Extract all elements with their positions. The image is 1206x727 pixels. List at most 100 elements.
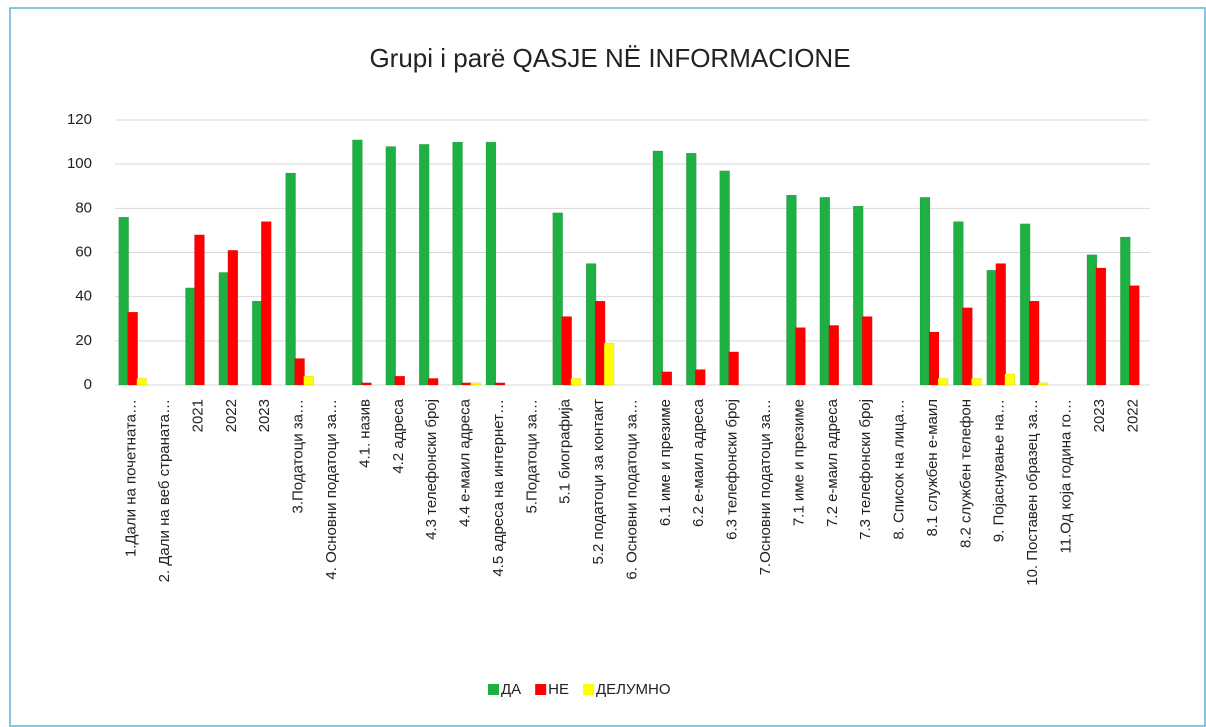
bar (603, 342, 615, 386)
x-tick-label: 2. Дали на веб страната… (156, 399, 173, 582)
legend-swatch (583, 684, 595, 695)
bar (352, 139, 363, 386)
x-tick-label: 11.Од која година го… (1058, 399, 1075, 553)
bar (652, 150, 664, 386)
x-tick-label: 10. Поставен образец за… (1024, 399, 1041, 586)
bar (218, 272, 230, 386)
bar (986, 269, 998, 386)
bar (852, 205, 864, 386)
x-tick-label: 2022 (223, 399, 240, 432)
bar (303, 375, 314, 386)
bar (728, 351, 739, 386)
bar (1120, 236, 1131, 386)
bar (1037, 382, 1049, 386)
bar (494, 382, 506, 386)
bar (294, 358, 305, 386)
x-tick-label: 5.2 податоци за контакт (590, 399, 607, 565)
bar (552, 212, 563, 386)
bar (136, 378, 147, 386)
bar (194, 234, 205, 386)
bar (594, 300, 606, 386)
bar (953, 221, 964, 386)
legend-label: ДА (501, 681, 521, 698)
x-tick-label: 7.Основни податоци за… (757, 399, 774, 575)
bar (1129, 285, 1140, 386)
x-tick-label: 4.3 телефонски број (423, 399, 440, 540)
x-tick-label: 4.5 адреса на интернет… (490, 399, 507, 577)
bar (795, 327, 806, 386)
bar (461, 382, 472, 386)
y-tick-label: 80 (75, 199, 92, 216)
bar (585, 263, 597, 386)
bar (695, 369, 706, 386)
y-tick-label: 60 (75, 243, 92, 260)
x-tick-label: 4.4 е-маил адреса (457, 398, 474, 527)
bar (719, 170, 730, 386)
bar (394, 375, 406, 386)
bar (260, 221, 272, 386)
x-tick-label: 2023 (256, 399, 273, 432)
chart-title: Grupi i parë QASJE NË INFORMACIONE (369, 43, 850, 73)
bar (418, 144, 430, 386)
bar (819, 197, 831, 386)
bar (570, 378, 581, 386)
bar (971, 378, 982, 386)
x-tick-label: 9. Појаснување на… (991, 399, 1008, 542)
bar (118, 216, 129, 386)
legend-label: ДЕЛУМНО (596, 681, 671, 698)
x-tick-label: 7.2 е-маил адреса (824, 398, 841, 527)
bar (452, 141, 463, 386)
y-tick-label: 120 (67, 111, 92, 128)
legend-swatch (488, 684, 499, 695)
bar (962, 307, 973, 386)
bar (470, 382, 481, 386)
x-tick-label: 8. Список на лица… (891, 399, 908, 540)
bar (285, 172, 296, 386)
x-tick-label: 5.1 биографија (557, 398, 574, 504)
bar (919, 197, 931, 386)
bar (485, 141, 497, 386)
bar (995, 263, 1007, 386)
bar (1004, 373, 1016, 386)
legend-label: НЕ (548, 681, 569, 698)
y-tick-label: 0 (84, 376, 92, 393)
x-tick-label: 3.Податоци за… (290, 399, 307, 513)
bar (861, 316, 873, 386)
x-tick-label: 2022 (1124, 399, 1141, 432)
x-tick-label: 6.2 е-маил адреса (690, 398, 707, 527)
x-tick-label: 8.1 службен е-маил (924, 399, 941, 536)
y-tick-label: 100 (67, 155, 92, 172)
bar (185, 287, 196, 386)
bar (1019, 223, 1031, 386)
bar (227, 250, 239, 386)
bar (561, 316, 572, 386)
x-tick-label: 1.Дали на почетната… (123, 399, 140, 557)
bar (427, 378, 439, 386)
y-tick-label: 40 (75, 288, 92, 305)
bar (1028, 300, 1040, 386)
bar (661, 371, 673, 386)
x-tick-label: 7.3 телефонски број (857, 399, 874, 540)
bar (1095, 267, 1107, 386)
x-tick-label: 4.2 адреса (390, 398, 407, 473)
bar (928, 331, 940, 386)
bar (786, 194, 797, 386)
bar (686, 152, 697, 386)
bar (1086, 254, 1098, 386)
x-tick-label: 4.1. назив (356, 399, 373, 468)
x-tick-label: 2021 (189, 399, 206, 432)
bar (127, 311, 138, 386)
bar (828, 325, 840, 386)
x-tick-label: 5.Податоци за… (523, 399, 540, 513)
x-tick-label: 6.1 име и презиме (657, 399, 674, 526)
y-tick-label: 20 (75, 332, 92, 349)
x-tick-label: 6.3 телефонски број (724, 399, 741, 540)
bar (937, 378, 949, 386)
legend-swatch (535, 684, 547, 695)
x-tick-label: 7.1 име и презиме (790, 399, 807, 526)
bar (361, 382, 372, 386)
bar (251, 300, 263, 386)
x-tick-label: 8.2 службен телефон (957, 399, 974, 548)
x-tick-label: 6. Основни податоци за… (623, 399, 640, 580)
